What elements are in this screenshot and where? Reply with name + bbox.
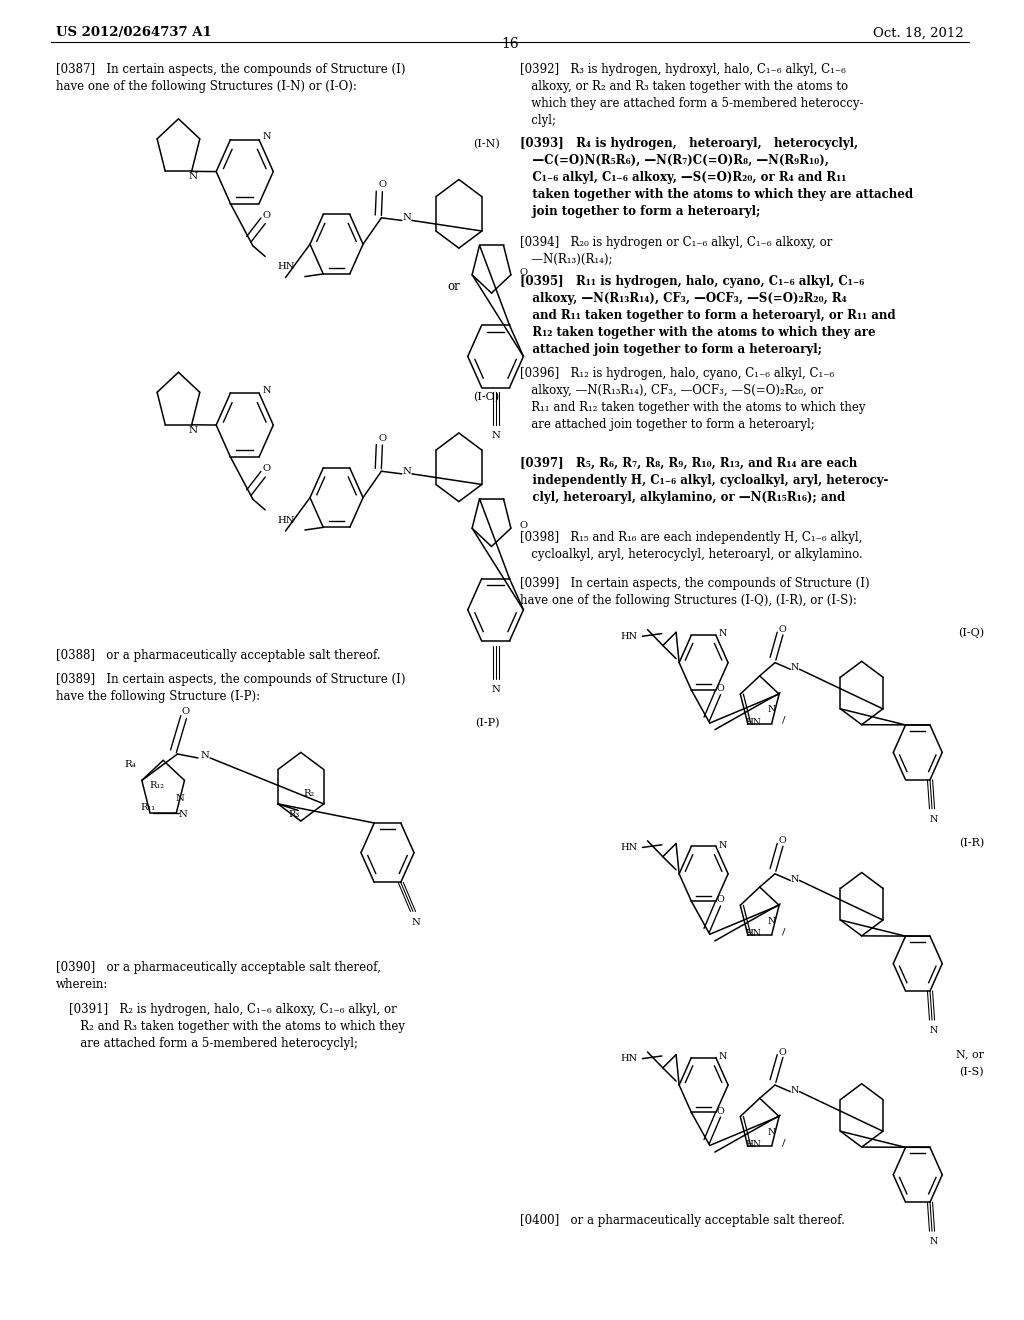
- Text: N: N: [175, 795, 183, 804]
- Text: N, or: N, or: [956, 1049, 984, 1060]
- Text: N: N: [791, 664, 799, 672]
- Text: O: O: [262, 465, 270, 474]
- Text: N: N: [719, 841, 727, 850]
- Text: N: N: [492, 685, 500, 694]
- Text: [0395]   R₁₁ is hydrogen, halo, cyano, C₁₋₆ alkyl, C₁₋₆
   alkoxy, —N(R₁₃R₁₄), C: [0395] R₁₁ is hydrogen, halo, cyano, C₁₋…: [520, 275, 896, 355]
- Text: Oct. 18, 2012: Oct. 18, 2012: [873, 26, 964, 40]
- Text: N: N: [768, 916, 776, 925]
- Text: /: /: [782, 1138, 785, 1147]
- Text: (I-P): (I-P): [475, 718, 500, 729]
- Text: [0387]   In certain aspects, the compounds of Structure (I)
have one of the foll: [0387] In certain aspects, the compounds…: [56, 63, 406, 94]
- Text: N: N: [263, 132, 271, 141]
- Text: [0394]   R₂₀ is hydrogen or C₁₋₆ alkyl, C₁₋₆ alkoxy, or
   —N(R₁₃)(R₁₄);: [0394] R₂₀ is hydrogen or C₁₋₆ alkyl, C₁…: [520, 236, 833, 267]
- Text: O: O: [378, 181, 386, 189]
- Text: HN: HN: [745, 1140, 762, 1150]
- Text: N: N: [768, 705, 776, 714]
- Text: /: /: [782, 927, 785, 936]
- Text: HN: HN: [745, 718, 762, 727]
- Text: [0388]   or a pharmaceutically acceptable salt thereof.: [0388] or a pharmaceutically acceptable …: [56, 649, 381, 663]
- Text: R₄: R₄: [125, 760, 137, 770]
- Text: 16: 16: [501, 37, 519, 51]
- Text: O: O: [716, 684, 724, 693]
- Text: [0397]   R₅, R₆, R₇, R₈, R₉, R₁₀, R₁₃, and R₁₄ are each
   independently H, C₁₋₆: [0397] R₅, R₆, R₇, R₈, R₉, R₁₀, R₁₃, and…: [520, 457, 889, 504]
- Text: US 2012/0264737 A1: US 2012/0264737 A1: [56, 26, 212, 40]
- Text: [0398]   R₁₅ and R₁₆ are each independently H, C₁₋₆ alkyl,
   cycloalkyl, aryl, : [0398] R₁₅ and R₁₆ are each independentl…: [520, 531, 863, 561]
- Text: N: N: [930, 814, 938, 824]
- Text: O: O: [778, 1048, 786, 1056]
- Text: [0389]   In certain aspects, the compounds of Structure (I)
have the following S: [0389] In certain aspects, the compounds…: [56, 673, 406, 704]
- Text: O: O: [519, 268, 527, 277]
- Text: R₁₁: R₁₁: [141, 803, 156, 812]
- Text: R₂: R₂: [303, 789, 314, 797]
- Text: [0392]   R₃ is hydrogen, hydroxyl, halo, C₁₋₆ alkyl, C₁₋₆
   alkoxy, or R₂ and R: [0392] R₃ is hydrogen, hydroxyl, halo, C…: [520, 63, 863, 127]
- Text: N: N: [791, 875, 799, 883]
- Text: (I-Q): (I-Q): [957, 627, 984, 638]
- Text: [0400]   or a pharmaceutically acceptable salt thereof.: [0400] or a pharmaceutically acceptable …: [520, 1214, 845, 1228]
- Text: [0390]   or a pharmaceutically acceptable salt thereof,
wherein:: [0390] or a pharmaceutically acceptable …: [56, 961, 381, 991]
- Text: [0393]   R₄ is hydrogen,   heteroaryl,   heterocyclyl,
   —C(=O)N(R₅R₆), —N(R₇)C: [0393] R₄ is hydrogen, heteroaryl, heter…: [520, 137, 913, 218]
- Text: N: N: [188, 425, 198, 434]
- Text: [0399]   In certain aspects, the compounds of Structure (I)
have one of the foll: [0399] In certain aspects, the compounds…: [520, 577, 869, 607]
- Text: N: N: [719, 1052, 727, 1061]
- Text: N: N: [188, 172, 198, 181]
- Text: N: N: [402, 214, 412, 222]
- Text: O: O: [262, 211, 270, 220]
- Text: N: N: [930, 1026, 938, 1035]
- Text: N: N: [178, 809, 187, 818]
- Text: N: N: [412, 917, 421, 927]
- Text: (I-R): (I-R): [958, 838, 984, 849]
- Text: [0391]   R₂ is hydrogen, halo, C₁₋₆ alkoxy, C₁₋₆ alkyl, or
   R₂ and R₃ taken to: [0391] R₂ is hydrogen, halo, C₁₋₆ alkoxy…: [70, 1003, 406, 1051]
- Text: HN: HN: [621, 1055, 637, 1063]
- Text: HN: HN: [621, 632, 637, 640]
- Text: N: N: [201, 751, 210, 760]
- Text: O: O: [716, 1106, 724, 1115]
- Text: or: or: [447, 280, 460, 293]
- Text: O: O: [778, 837, 786, 845]
- Text: O: O: [378, 434, 386, 442]
- Text: /: /: [782, 715, 785, 725]
- Text: HN: HN: [621, 843, 637, 851]
- Text: R₁₂: R₁₂: [150, 781, 164, 791]
- Text: O: O: [716, 895, 724, 904]
- Text: N: N: [719, 630, 727, 639]
- Text: [0396]   R₁₂ is hydrogen, halo, cyano, C₁₋₆ alkyl, C₁₋₆
   alkoxy, —N(R₁₃R₁₄), C: [0396] R₁₂ is hydrogen, halo, cyano, C₁₋…: [520, 367, 865, 430]
- Text: O: O: [181, 708, 189, 717]
- Text: HN: HN: [745, 929, 762, 939]
- Text: N: N: [492, 432, 500, 441]
- Text: (I-S): (I-S): [959, 1067, 984, 1077]
- Text: N: N: [791, 1086, 799, 1094]
- Text: N: N: [930, 1237, 938, 1246]
- Text: N: N: [263, 385, 271, 395]
- Text: (I-N): (I-N): [473, 139, 500, 149]
- Text: N: N: [402, 467, 412, 475]
- Text: (I-O): (I-O): [473, 392, 500, 403]
- Text: R₃: R₃: [288, 810, 299, 818]
- Text: HN: HN: [278, 263, 295, 272]
- Text: O: O: [519, 521, 527, 531]
- Text: N: N: [768, 1127, 776, 1137]
- Text: HN: HN: [278, 516, 295, 525]
- Text: O: O: [778, 626, 786, 634]
